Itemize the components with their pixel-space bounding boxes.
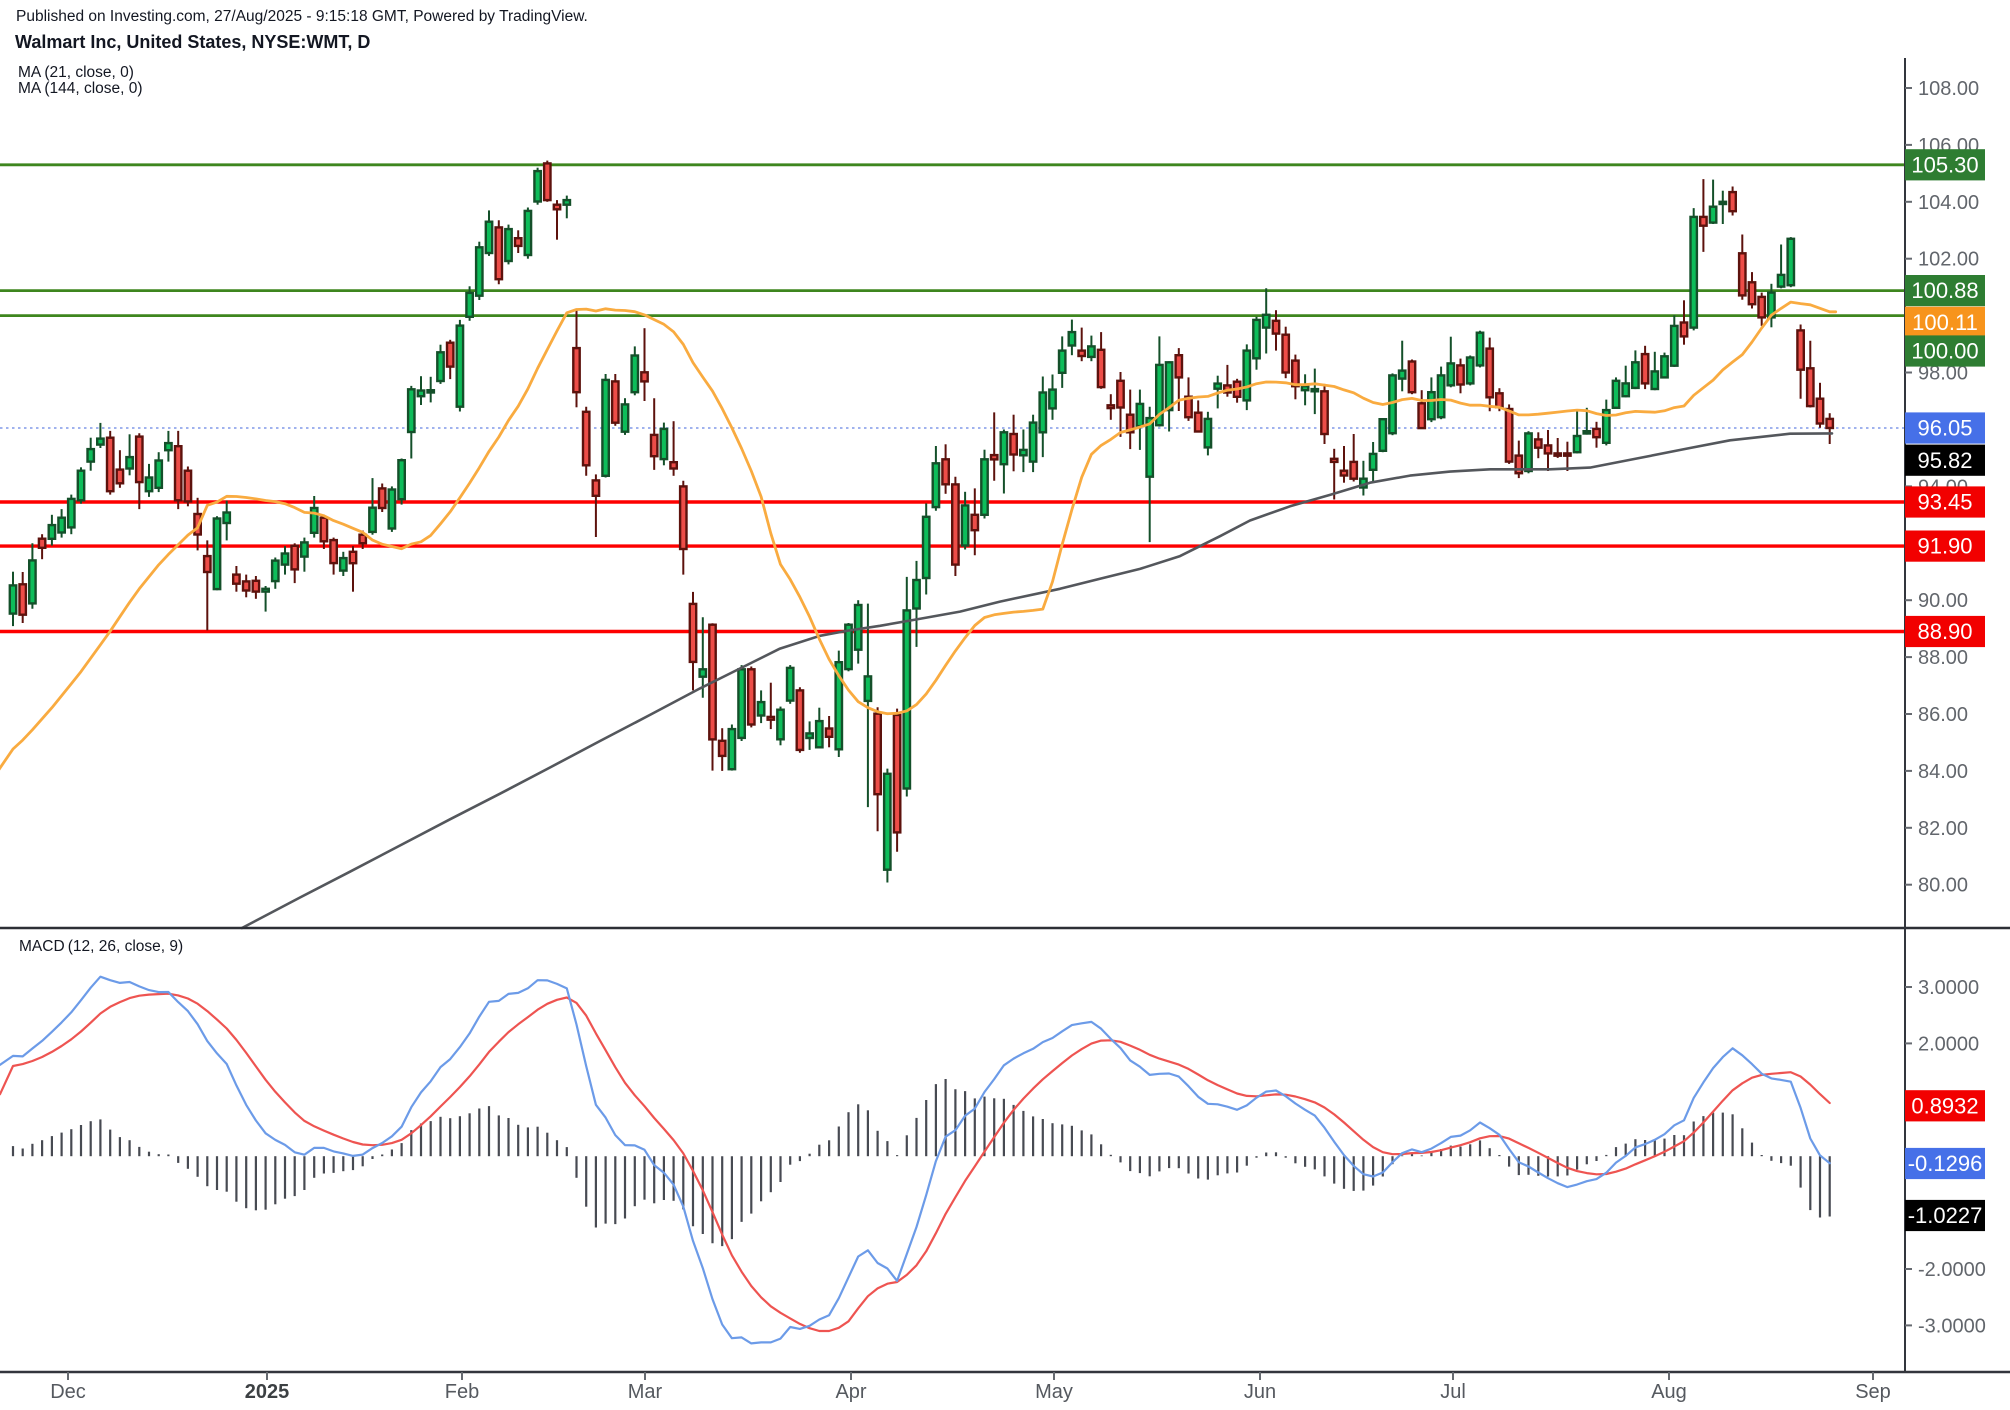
svg-text:100.00: 100.00 <box>1911 339 1978 364</box>
svg-text:Jul: Jul <box>1440 1381 1466 1403</box>
svg-text:MACD (12, 26, close, 9): MACD (12, 26, close, 9) <box>19 938 183 955</box>
svg-text:96.05: 96.05 <box>1917 416 1972 441</box>
svg-text:2025: 2025 <box>245 1381 290 1403</box>
svg-text:Sep: Sep <box>1855 1381 1891 1403</box>
svg-text:-1.0227: -1.0227 <box>1908 1203 1983 1228</box>
svg-text:3.0000: 3.0000 <box>1918 977 1979 999</box>
svg-text:Jun: Jun <box>1244 1381 1276 1403</box>
svg-text:-2.0000: -2.0000 <box>1918 1259 1986 1281</box>
svg-text:90.00: 90.00 <box>1918 590 1968 612</box>
svg-text:-0.1296: -0.1296 <box>1908 1151 1983 1176</box>
svg-text:-3.0000: -3.0000 <box>1918 1315 1986 1337</box>
svg-text:Apr: Apr <box>835 1381 866 1403</box>
svg-text:0.8932: 0.8932 <box>1911 1093 1978 1118</box>
svg-text:98.00: 98.00 <box>1918 363 1968 385</box>
svg-text:82.00: 82.00 <box>1918 818 1968 840</box>
svg-text:105.30: 105.30 <box>1911 152 1978 177</box>
svg-text:84.00: 84.00 <box>1918 761 1968 783</box>
svg-text:102.00: 102.00 <box>1918 249 1979 271</box>
svg-text:Dec: Dec <box>50 1381 86 1403</box>
svg-text:Feb: Feb <box>445 1381 479 1403</box>
svg-text:108.00: 108.00 <box>1918 78 1979 100</box>
svg-text:MA (21, close, 0): MA (21, close, 0) <box>18 64 134 81</box>
svg-text:May: May <box>1035 1381 1073 1403</box>
svg-text:93.45: 93.45 <box>1917 490 1972 515</box>
svg-text:Published on Investing.com, 27: Published on Investing.com, 27/Aug/2025 … <box>16 8 588 25</box>
svg-text:95.82: 95.82 <box>1917 448 1972 473</box>
svg-text:2.0000: 2.0000 <box>1918 1033 1979 1055</box>
svg-text:104.00: 104.00 <box>1918 192 1979 214</box>
svg-text:100.11: 100.11 <box>1912 310 1978 335</box>
svg-text:100.88: 100.88 <box>1911 278 1978 303</box>
svg-text:88.90: 88.90 <box>1917 619 1972 644</box>
svg-text:Aug: Aug <box>1651 1381 1687 1403</box>
svg-text:91.90: 91.90 <box>1917 534 1972 559</box>
svg-text:80.00: 80.00 <box>1918 875 1968 897</box>
svg-text:86.00: 86.00 <box>1918 704 1968 726</box>
svg-text:MA (144, close, 0): MA (144, close, 0) <box>18 80 143 97</box>
svg-text:Mar: Mar <box>628 1381 663 1403</box>
svg-text:88.00: 88.00 <box>1918 647 1968 669</box>
svg-text:Walmart Inc, United States, NY: Walmart Inc, United States, NYSE:WMT, D <box>15 32 370 52</box>
